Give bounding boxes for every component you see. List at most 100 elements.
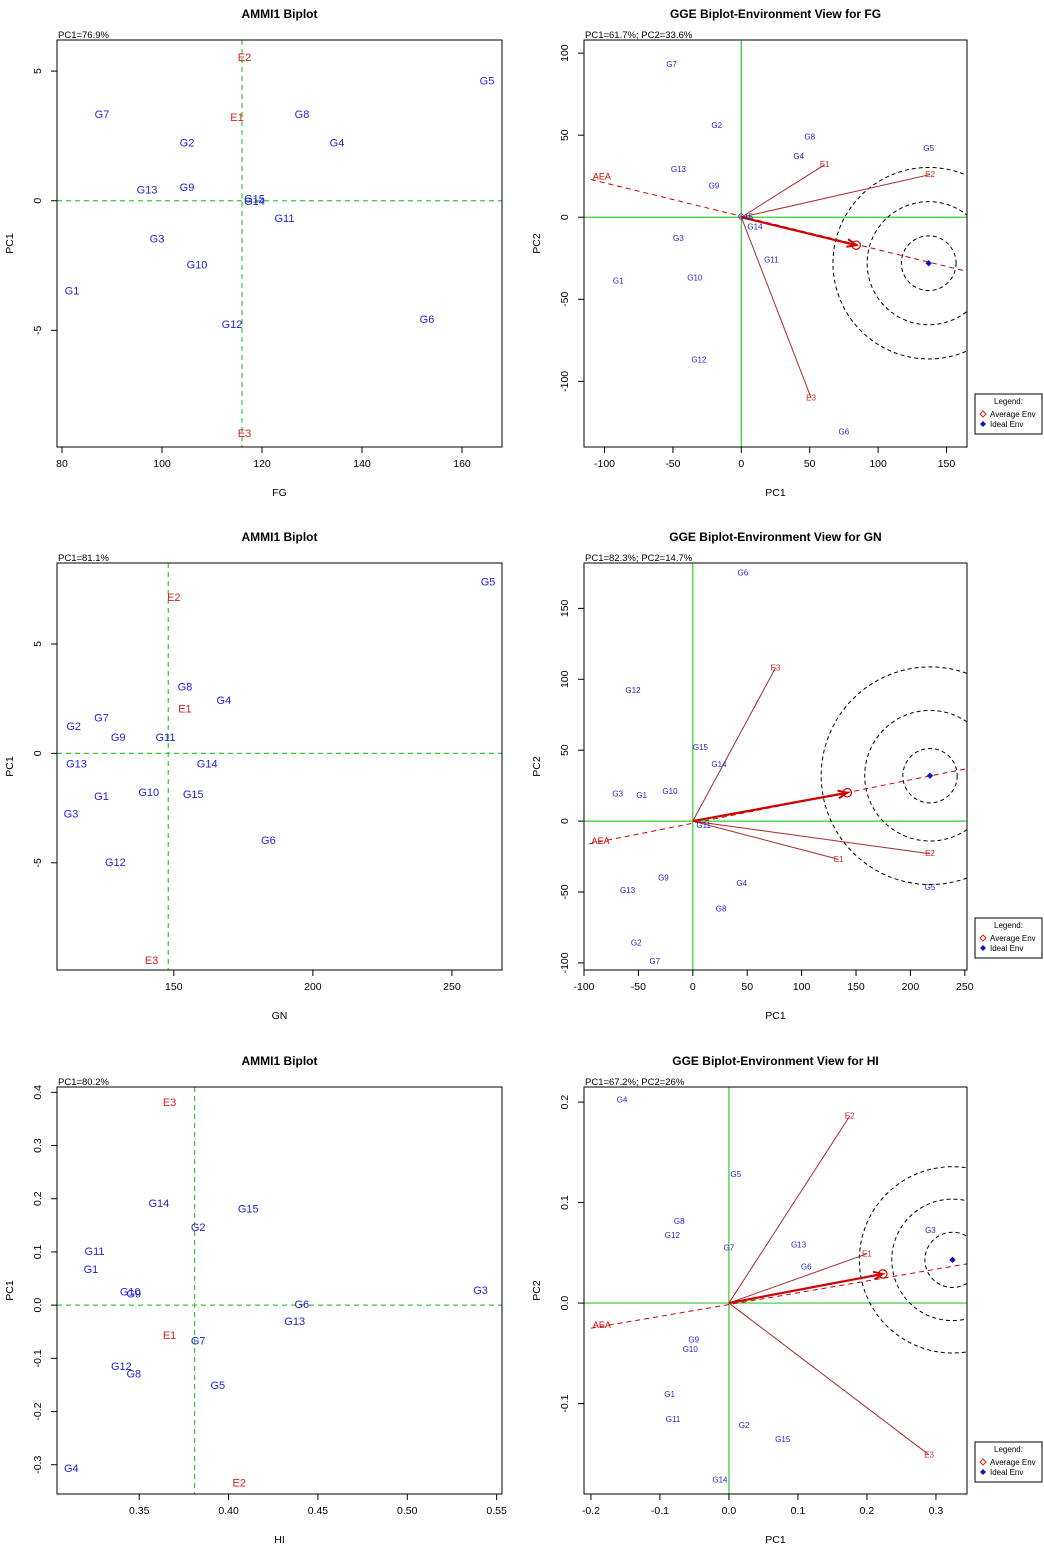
legend-ideal-marker bbox=[980, 421, 986, 427]
x-axis-title: PC1 bbox=[765, 1010, 786, 1022]
concentric-circle bbox=[820, 666, 967, 885]
x-tick-label: 80 bbox=[56, 458, 68, 470]
environment-label: E2 bbox=[233, 1477, 246, 1489]
genotype-label: G6 bbox=[738, 568, 749, 577]
y-tick-label: -0.2 bbox=[32, 1402, 44, 1420]
y-tick-label: 150 bbox=[559, 599, 571, 617]
environment-label: E1 bbox=[230, 112, 243, 124]
genotype-label: G9 bbox=[127, 1288, 142, 1300]
x-tick-label: 100 bbox=[153, 458, 171, 470]
genotype-label: G11 bbox=[275, 213, 295, 225]
genotype-label: G14 bbox=[244, 196, 265, 208]
environment-vector bbox=[741, 174, 931, 218]
y-tick-label: 100 bbox=[559, 44, 571, 62]
genotype-label: G14 bbox=[747, 223, 763, 232]
genotype-label: G15 bbox=[238, 1203, 259, 1215]
genotype-label: G11 bbox=[85, 1246, 105, 1258]
genotype-label: G5 bbox=[210, 1380, 225, 1392]
average-env-marker bbox=[842, 787, 853, 798]
y-tick-label: 0.4 bbox=[32, 1085, 44, 1100]
x-tick-label: 0.3 bbox=[929, 1505, 944, 1517]
x-axis-title: FG bbox=[272, 487, 287, 499]
y-tick-label: 0 bbox=[559, 818, 571, 824]
chart-panel: AMMI1 Biplot PC1=76.9% FG PC1 80 100 120 140 160… bbox=[4, 7, 503, 499]
environment-vector bbox=[692, 820, 839, 860]
environment-label: E1 bbox=[178, 704, 191, 716]
legend-item-average: Average Env bbox=[990, 410, 1036, 419]
average-env-arrow bbox=[692, 791, 848, 823]
genotype-label: G5 bbox=[480, 75, 495, 87]
chart-title: AMMI1 Biplot bbox=[242, 1054, 318, 1068]
genotype-label: G1 bbox=[636, 791, 647, 800]
y-tick-label: 0.2 bbox=[32, 1191, 44, 1206]
legend-item-ideal: Ideal Env bbox=[990, 1468, 1023, 1477]
y-tick-label: -5 bbox=[32, 858, 44, 867]
genotype-label: G14 bbox=[148, 1198, 169, 1210]
x-tick-label: 140 bbox=[353, 458, 371, 470]
genotype-label: G12 bbox=[625, 686, 641, 695]
genotype-label: G9 bbox=[658, 873, 669, 882]
genotype-label: G10 bbox=[187, 260, 208, 272]
y-axis-title: PC1 bbox=[4, 756, 16, 777]
genotype-label: G10 bbox=[687, 273, 703, 282]
x-tick-label: 0.35 bbox=[129, 1505, 150, 1517]
y-tick-label: 0.0 bbox=[32, 1298, 44, 1313]
genotype-label: G2 bbox=[739, 1421, 750, 1430]
x-tick-label: 0 bbox=[690, 981, 696, 993]
x-tick-label: 0.40 bbox=[218, 1505, 239, 1517]
chart-title: GGE Biplot-Environment View for HI bbox=[672, 1054, 878, 1068]
genotype-label: G15 bbox=[244, 193, 265, 205]
environment-label: E2 bbox=[167, 592, 180, 604]
concentric-circle bbox=[924, 1231, 967, 1288]
environment-label: E3 bbox=[163, 1097, 176, 1109]
genotype-label: G15 bbox=[738, 213, 754, 222]
genotype-label: G13 bbox=[66, 758, 87, 770]
x-axis-title: PC1 bbox=[765, 487, 786, 499]
legend-item-average: Average Env bbox=[990, 1458, 1036, 1467]
legend-ideal-marker bbox=[980, 945, 986, 951]
genotype-label: G5 bbox=[925, 883, 936, 892]
genotype-label: G8 bbox=[674, 1217, 685, 1226]
chart-title: AMMI1 Biplot bbox=[242, 530, 318, 544]
concentric-circle bbox=[866, 201, 967, 326]
legend-item-ideal: Ideal Env bbox=[990, 420, 1023, 429]
genotype-label: G3 bbox=[473, 1285, 488, 1297]
genotype-label: G4 bbox=[330, 138, 345, 150]
genotype-label: G8 bbox=[295, 109, 310, 121]
genotype-label: G1 bbox=[65, 285, 80, 297]
genotype-label: G5 bbox=[923, 144, 934, 153]
genotype-label: G7 bbox=[724, 1243, 735, 1252]
x-tick-label: 0 bbox=[738, 458, 744, 470]
average-env-marker bbox=[878, 1269, 888, 1279]
y-tick-label: 100 bbox=[559, 670, 571, 688]
y-tick-label: 0.0 bbox=[559, 1296, 571, 1311]
y-tick-label: -0.1 bbox=[32, 1349, 44, 1367]
x-tick-label: 150 bbox=[847, 981, 865, 993]
genotype-label: G3 bbox=[925, 1226, 936, 1235]
environment-label: E3 bbox=[771, 663, 781, 672]
x-tick-label: 250 bbox=[956, 981, 974, 993]
environment-vector bbox=[692, 667, 776, 822]
legend-title: Legend: bbox=[994, 921, 1023, 930]
y-tick-label: -5 bbox=[32, 326, 44, 335]
concentric-circle bbox=[900, 235, 957, 292]
genotype-label: G2 bbox=[631, 939, 642, 948]
y-axis-title: PC1 bbox=[4, 1280, 16, 1301]
y-tick-label: 0.1 bbox=[32, 1244, 44, 1259]
genotype-label: G7 bbox=[649, 957, 660, 966]
genotype-label: G2 bbox=[66, 721, 81, 733]
environment-vector bbox=[741, 164, 826, 218]
genotype-label: G13 bbox=[284, 1316, 305, 1328]
environment-label: E2 bbox=[845, 1112, 855, 1121]
variance-note: PC1=82.3%; PC2=14.7% bbox=[585, 553, 693, 564]
variance-note: PC1=81.1% bbox=[58, 553, 110, 564]
genotype-label: G2 bbox=[180, 138, 195, 150]
genotype-label: G11 bbox=[155, 732, 175, 744]
y-tick-label: -50 bbox=[559, 292, 571, 307]
legend-title: Legend: bbox=[994, 1445, 1023, 1454]
genotype-label: G7 bbox=[191, 1335, 206, 1347]
y-tick-label: 0 bbox=[32, 198, 44, 204]
y-tick-label: 0.1 bbox=[559, 1195, 571, 1210]
